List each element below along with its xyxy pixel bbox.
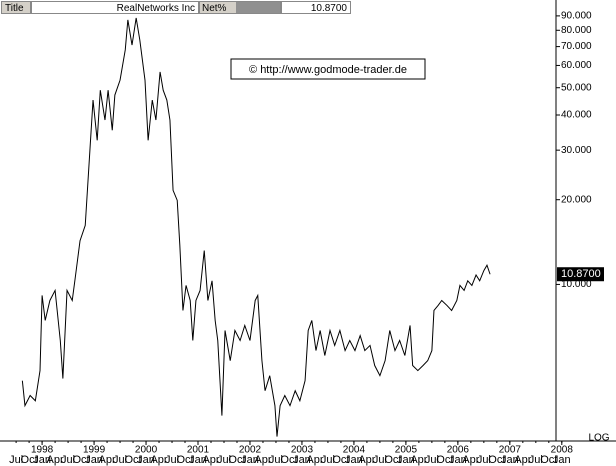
y-tick-label: 40.000 (561, 110, 592, 121)
month-tick-label: Apr (150, 454, 167, 466)
x-tick-label: 2003 (291, 445, 314, 456)
month-tick-label: Oct (176, 454, 193, 466)
month-tick-label: Apr (358, 454, 375, 466)
month-tick-label: Jan (85, 454, 103, 466)
month-tick-label: Jul (321, 454, 335, 466)
y-tick-label: 60.000 (561, 60, 592, 71)
month-tick-label: Jan (501, 454, 519, 466)
month-tick-label: Jul (269, 454, 283, 466)
month-tick-label: Oct (73, 454, 90, 466)
month-tick-label: Jan (137, 454, 155, 466)
header-name: RealNetworks Inc (31, 1, 199, 14)
x-tick-label: 2006 (447, 445, 470, 456)
y-tick-label: 80.000 (561, 25, 592, 36)
y-tick-label: 50.000 (561, 82, 592, 93)
x-tick-label: 2005 (395, 445, 418, 456)
y-tick-label: 90.000 (561, 11, 592, 22)
month-tick-label: Jan (449, 454, 467, 466)
month-tick-label: Jan (553, 454, 571, 466)
month-tick-label: Oct (384, 454, 401, 466)
y-tick-label: 20.000 (561, 194, 592, 205)
month-tick-label: Jul (9, 454, 23, 466)
month-tick-label: Oct (280, 454, 297, 466)
y-tick-label: 30.000 (561, 145, 592, 156)
month-tick-label: Jan (397, 454, 415, 466)
month-tick-label: Jan (33, 454, 51, 466)
last-value-box (557, 267, 604, 282)
month-tick-label: Jan (189, 454, 207, 466)
y-tick-label: 70.000 (561, 41, 592, 52)
x-tick-label: 2007 (499, 445, 522, 456)
x-tick-label: 2001 (187, 445, 210, 456)
scale-label: LOG (588, 433, 609, 444)
month-tick-label: Apr (306, 454, 323, 466)
month-tick-label: Jul (425, 454, 439, 466)
annotation: © http://www.godmode-trader.de (249, 64, 407, 76)
month-tick-label: Oct (228, 454, 245, 466)
month-tick-label: Apr (514, 454, 531, 466)
month-tick-label: Jul (165, 454, 179, 466)
month-tick-label: Apr (47, 454, 64, 466)
x-tick-label: 2008 (551, 445, 574, 456)
annotation-box (230, 58, 426, 80)
month-tick-label: Oct (332, 454, 349, 466)
month-tick-label: Jan (241, 454, 259, 466)
price-line (21, 17, 491, 437)
month-tick-label: Apr (98, 454, 115, 466)
month-tick-label: Oct (124, 454, 141, 466)
month-tick-label: Jan (345, 454, 363, 466)
y-tick-label: 10.000 (561, 279, 592, 290)
x-tick-label: 1999 (83, 445, 106, 456)
month-tick-label: Oct (488, 454, 505, 466)
month-tick-label: Oct (21, 454, 38, 466)
month-tick-label: Jul (217, 454, 231, 466)
header-field: Net% (199, 1, 281, 14)
month-tick-label: Jul (529, 454, 543, 466)
month-tick-label: Jul (113, 454, 127, 466)
header-label: Title (1, 1, 31, 14)
month-tick-label: Jan (293, 454, 311, 466)
x-tick-label: 2002 (239, 445, 262, 456)
month-tick-label: Jul (477, 454, 491, 466)
month-tick-label: Jul (373, 454, 387, 466)
month-tick-label: Jul (61, 454, 75, 466)
month-tick-label: Apr (410, 454, 427, 466)
month-tick-label: Apr (254, 454, 271, 466)
month-tick-label: Apr (462, 454, 479, 466)
month-tick-label: Oct (436, 454, 453, 466)
header-last: 10.8700 (281, 1, 351, 14)
last-value-label: 10.8700 (561, 268, 601, 280)
x-tick-label: 1998 (31, 445, 54, 456)
x-tick-label: 2000 (135, 445, 158, 456)
month-tick-label: Apr (202, 454, 219, 466)
month-tick-label: Oct (540, 454, 557, 466)
x-tick-label: 2004 (343, 445, 366, 456)
